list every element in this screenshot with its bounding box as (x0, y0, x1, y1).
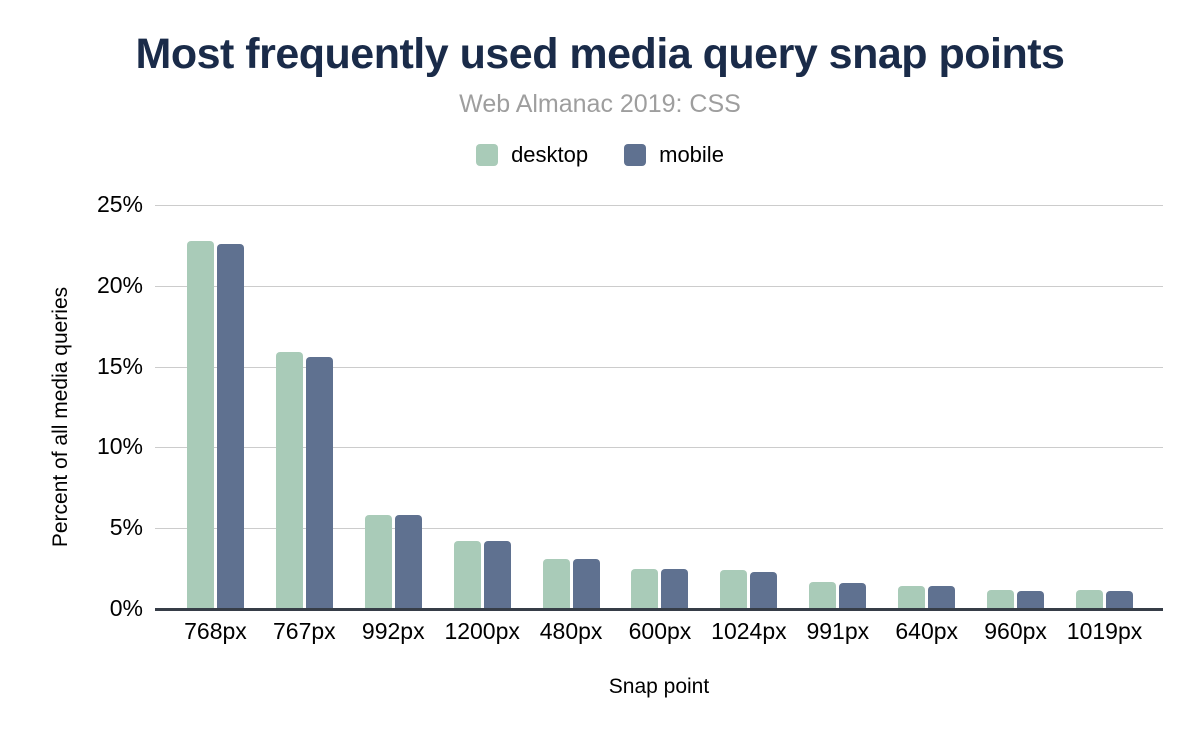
mobile-bar-600px (661, 568, 689, 609)
x-tick-label: 991px (806, 618, 870, 644)
desktop-bar-767px (275, 352, 303, 609)
y-tick-label: 5% (109, 514, 143, 541)
bar-group-960px (971, 205, 1060, 609)
x-tick-label: 480px (539, 618, 603, 644)
y-axis-label: Percent of all media queries (49, 286, 72, 548)
desktop-bar-640px (898, 586, 926, 609)
mobile-bar-768px (216, 243, 244, 609)
x-tick-label: 1024px (711, 618, 787, 644)
gridline (155, 528, 1163, 530)
desktop-bar-1024px (720, 570, 748, 609)
x-tick-label: 767px (273, 618, 336, 644)
chart-title: Most frequently used media query snap po… (135, 30, 1065, 78)
legend: desktop mobile (0, 142, 1200, 168)
desktop-bar-991px (809, 581, 837, 609)
bar-group-768px (171, 205, 260, 609)
gridline (155, 205, 1163, 206)
mobile-bar-1024px (750, 571, 778, 609)
x-tick-label: 1019px (1066, 618, 1143, 644)
legend-item-desktop: desktop (476, 142, 588, 168)
mobile-bar-991px (839, 583, 867, 609)
x-tick-label: 600px (628, 618, 692, 644)
bar-group-1024px (704, 205, 793, 609)
mobile-bar-960px (1017, 591, 1045, 609)
mobile-bar-480px (572, 558, 600, 609)
legend-label-mobile: mobile (659, 142, 724, 167)
bar-group-992px (349, 205, 438, 609)
plot-area (155, 205, 1163, 611)
bar-group-991px (793, 205, 882, 609)
mobile-bar-1200px (483, 541, 511, 609)
mobile-bar-640px (928, 586, 956, 609)
bar-group-600px (616, 205, 705, 609)
bar-group-480px (527, 205, 616, 609)
x-tick-label: 1200px (444, 618, 520, 644)
desktop-bar-1019px (1076, 589, 1104, 609)
desktop-bar-960px (987, 589, 1015, 609)
x-tick-label: 768px (184, 618, 247, 644)
y-tick-label: 20% (96, 271, 143, 298)
y-tick-label: 15% (96, 352, 143, 379)
legend-label-desktop: desktop (511, 142, 589, 167)
gridline (155, 285, 1163, 287)
gridline (155, 447, 1163, 449)
bar-group-1019px (1060, 205, 1149, 609)
desktop-swatch-icon (476, 144, 499, 166)
y-tick-label: 10% (96, 433, 143, 460)
mobile-bar-992px (394, 515, 422, 609)
bar-group-767px (260, 205, 349, 609)
desktop-bar-992px (364, 515, 392, 609)
x-tick-label: 640px (895, 618, 959, 644)
y-tick-label: 25% (96, 191, 143, 217)
mobile-swatch-icon (624, 144, 647, 166)
bar-group-640px (882, 205, 971, 609)
desktop-bar-600px (631, 568, 659, 609)
x-axis-ticks: 768px 767px 992px 1200px 480px 600px 1024px 991… (171, 618, 1149, 645)
mobile-bar-1019px (1106, 591, 1134, 609)
mobile-bar-767px (305, 356, 333, 609)
x-tick-label: 960px (984, 618, 1047, 644)
gridline (155, 366, 1163, 368)
desktop-bar-1200px (453, 541, 481, 609)
desktop-bar-480px (542, 558, 570, 609)
desktop-bar-768px (186, 240, 214, 609)
x-axis-line (155, 608, 1163, 611)
y-tick-label: 0% (109, 595, 143, 621)
x-tick-label: 992px (361, 618, 425, 644)
bar-group-1200px (438, 205, 527, 609)
x-axis-label: Snap point (608, 675, 710, 698)
bar-groups (171, 205, 1149, 609)
chart-subtitle: Web Almanac 2019: CSS (459, 90, 741, 118)
legend-item-mobile: mobile (624, 142, 724, 168)
